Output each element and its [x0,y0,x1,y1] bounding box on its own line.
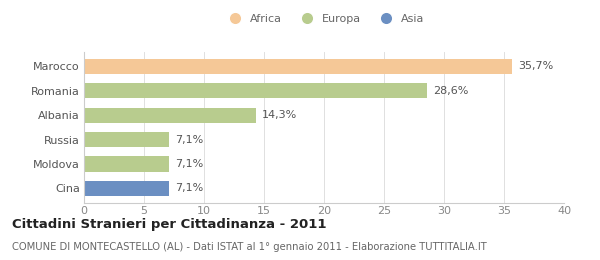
Bar [84,59,512,74]
Text: Cittadini Stranieri per Cittadinanza - 2011: Cittadini Stranieri per Cittadinanza - 2… [12,218,326,231]
Text: 7,1%: 7,1% [175,183,203,193]
Text: 14,3%: 14,3% [262,110,297,120]
Text: 28,6%: 28,6% [433,86,469,96]
Bar [84,157,169,172]
Bar [84,108,256,123]
Bar [84,181,169,196]
Bar [84,132,169,147]
Bar [84,83,427,98]
Legend: Africa, Europa, Asia: Africa, Europa, Asia [219,9,429,28]
Text: 7,1%: 7,1% [175,135,203,145]
Text: 35,7%: 35,7% [518,61,554,72]
Text: 7,1%: 7,1% [175,159,203,169]
Text: COMUNE DI MONTECASTELLO (AL) - Dati ISTAT al 1° gennaio 2011 - Elaborazione TUTT: COMUNE DI MONTECASTELLO (AL) - Dati ISTA… [12,242,487,252]
